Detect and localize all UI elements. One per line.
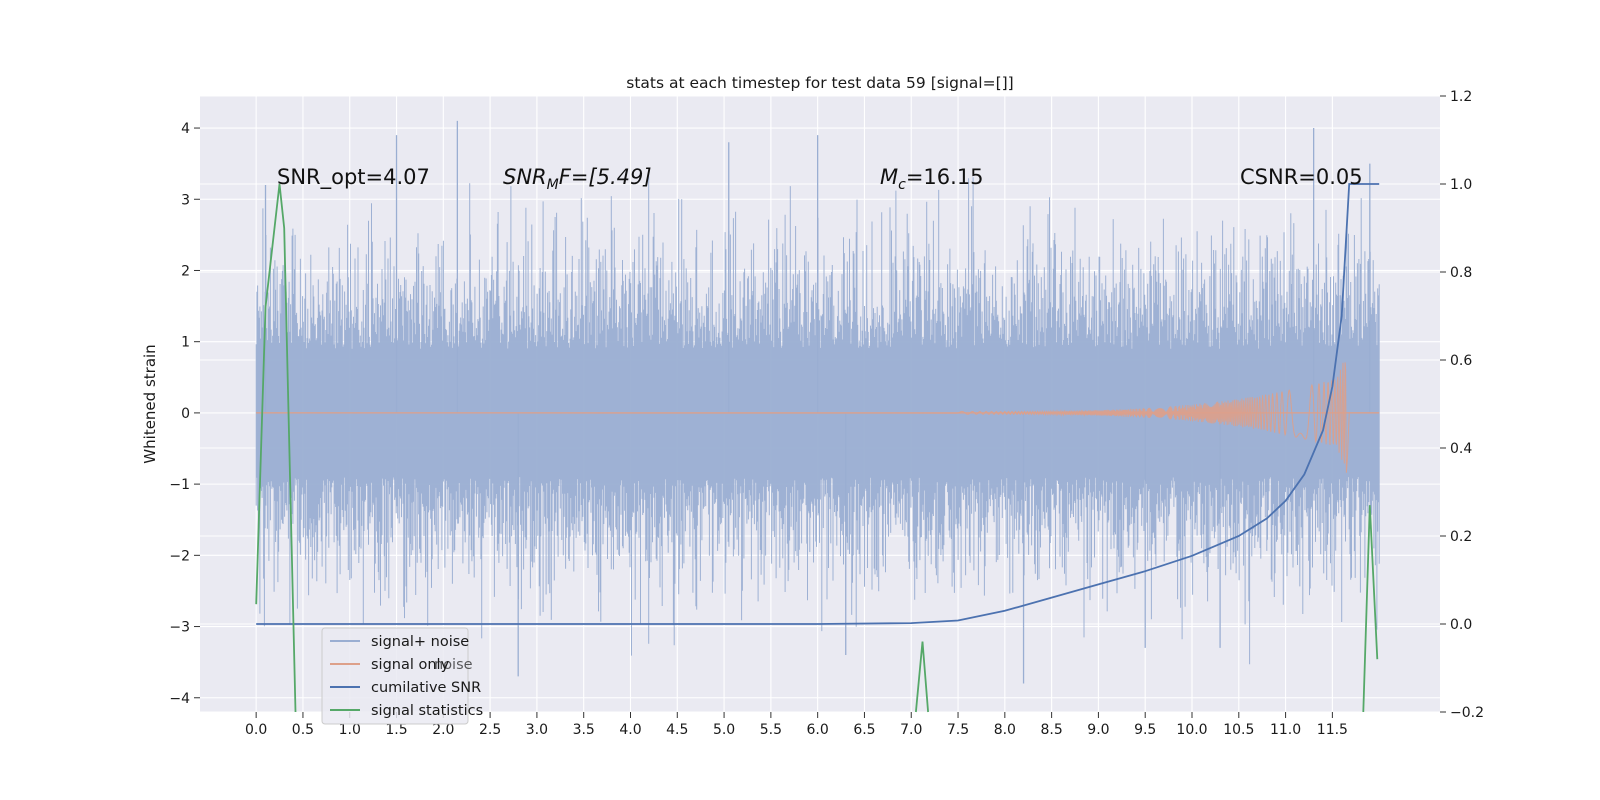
- y-right-tick-label: 0.6: [1450, 353, 1472, 369]
- x-tick-label: 4.5: [666, 722, 688, 738]
- annotation-snr-mf-sub: M: [547, 177, 559, 193]
- legend-ghost-text: noise: [434, 657, 473, 673]
- legend-label-signal-noise: signal+ noise: [371, 634, 469, 650]
- annotation-snr-mf: SNRMF=[5.49]: [503, 165, 652, 193]
- x-tick-label: 5.0: [713, 722, 735, 738]
- y-left-tick-label: 0: [181, 406, 190, 422]
- x-tick-label: 1.5: [385, 722, 407, 738]
- x-tick-label: 3.5: [573, 722, 595, 738]
- x-tick-label: 0.5: [292, 722, 314, 738]
- annotation-mc-name: M: [880, 165, 898, 189]
- signal-statistics-segment: [1362, 505, 1379, 713]
- y-left-tick-label: 3: [181, 192, 190, 208]
- legend-label-signal-statistics: signal statistics: [371, 703, 483, 719]
- series-signal-only: [256, 362, 1380, 473]
- y-left-tick-label: −4: [169, 691, 190, 707]
- signal-statistics-segment: [915, 641, 929, 713]
- y-axis-label: Whitened strain: [141, 344, 159, 463]
- x-tick-label: 2.0: [432, 722, 454, 738]
- x-tick-label: 0.0: [245, 722, 267, 738]
- cumulative-snr-line: [256, 183, 1380, 625]
- x-tick-label: 2.5: [479, 722, 501, 738]
- x-tick-label: 9.0: [1087, 722, 1109, 738]
- y-right-axis-ticks: −0.2 0.0 0.2 0.4 0.6 0.8 1.0 1.2: [1440, 89, 1484, 721]
- y-right-tick-label: 0.0: [1450, 617, 1472, 633]
- y-right-tick-label: 1.0: [1450, 177, 1472, 193]
- x-tick-label: 3.0: [526, 722, 548, 738]
- x-tick-label: 6.5: [853, 722, 875, 738]
- annotation-mc-rest: =16.15: [906, 165, 984, 189]
- x-tick-label: 1.0: [339, 722, 361, 738]
- annotation-snr-mf-name: SNR: [503, 165, 547, 189]
- annotation-mc: Mc=16.15: [880, 165, 984, 193]
- y-left-axis-ticks: −4 −3 −2 −1 0 1 2 3 4: [169, 121, 200, 707]
- noise-trace: [255, 173, 1380, 665]
- y-right-tick-label: 0.4: [1450, 441, 1472, 457]
- y-right-tick-label: 0.8: [1450, 265, 1472, 281]
- x-tick-label: 11.0: [1270, 722, 1301, 738]
- annotation-csnr: CSNR=0.05: [1240, 165, 1363, 189]
- annotation-snr-mf-rest: F=[5.49]: [559, 165, 652, 189]
- legend-label-signal-only: signal only: [371, 657, 450, 673]
- annotation-snr-opt: SNR_opt=4.07: [277, 165, 430, 190]
- x-tick-label: 8.0: [994, 722, 1016, 738]
- chart-title: stats at each timestep for test data 59 …: [626, 74, 1013, 92]
- y-left-tick-label: −2: [169, 548, 190, 564]
- x-tick-label: 10.0: [1176, 722, 1207, 738]
- x-tick-label: 5.5: [760, 722, 782, 738]
- x-tick-label: 7.0: [900, 722, 922, 738]
- x-tick-label: 6.0: [807, 722, 829, 738]
- y-left-tick-label: 2: [181, 263, 190, 279]
- y-left-tick-label: −1: [169, 477, 190, 493]
- y-right-tick-label: 1.2: [1450, 89, 1472, 105]
- legend-frame: [321, 627, 469, 725]
- signal-statistics-segment: [255, 183, 297, 713]
- legend: noise signal+ noise signal only cumilati…: [321, 627, 483, 725]
- y-left-tick-label: 4: [181, 121, 190, 137]
- annotation-mc-sub: c: [898, 177, 906, 193]
- x-tick-label: 8.5: [1040, 722, 1062, 738]
- x-tick-label: 11.5: [1317, 722, 1348, 738]
- x-axis-ticks: 0.0 0.5 1.0 1.5 2.0 2.5 3.0 3.5 4.0 4.5 5.0 5.5 6.0 6…: [245, 712, 1348, 738]
- y-right-tick-label: 0.2: [1450, 529, 1472, 545]
- signal-chirp: [256, 362, 1380, 473]
- x-tick-label: 4.0: [619, 722, 641, 738]
- series-cumulative-snr: [256, 183, 1380, 625]
- x-tick-label: 10.5: [1223, 722, 1254, 738]
- y-right-tick-label: −0.2: [1450, 705, 1484, 721]
- series-signal-statistics: [255, 183, 1379, 713]
- x-tick-label: 7.5: [947, 722, 969, 738]
- y-left-tick-label: 1: [181, 335, 190, 351]
- series-signal-noise: [255, 120, 1380, 684]
- legend-label-cumulative-snr: cumilative SNR: [371, 680, 481, 696]
- x-tick-label: 9.5: [1134, 722, 1156, 738]
- y-left-tick-label: −3: [169, 620, 190, 636]
